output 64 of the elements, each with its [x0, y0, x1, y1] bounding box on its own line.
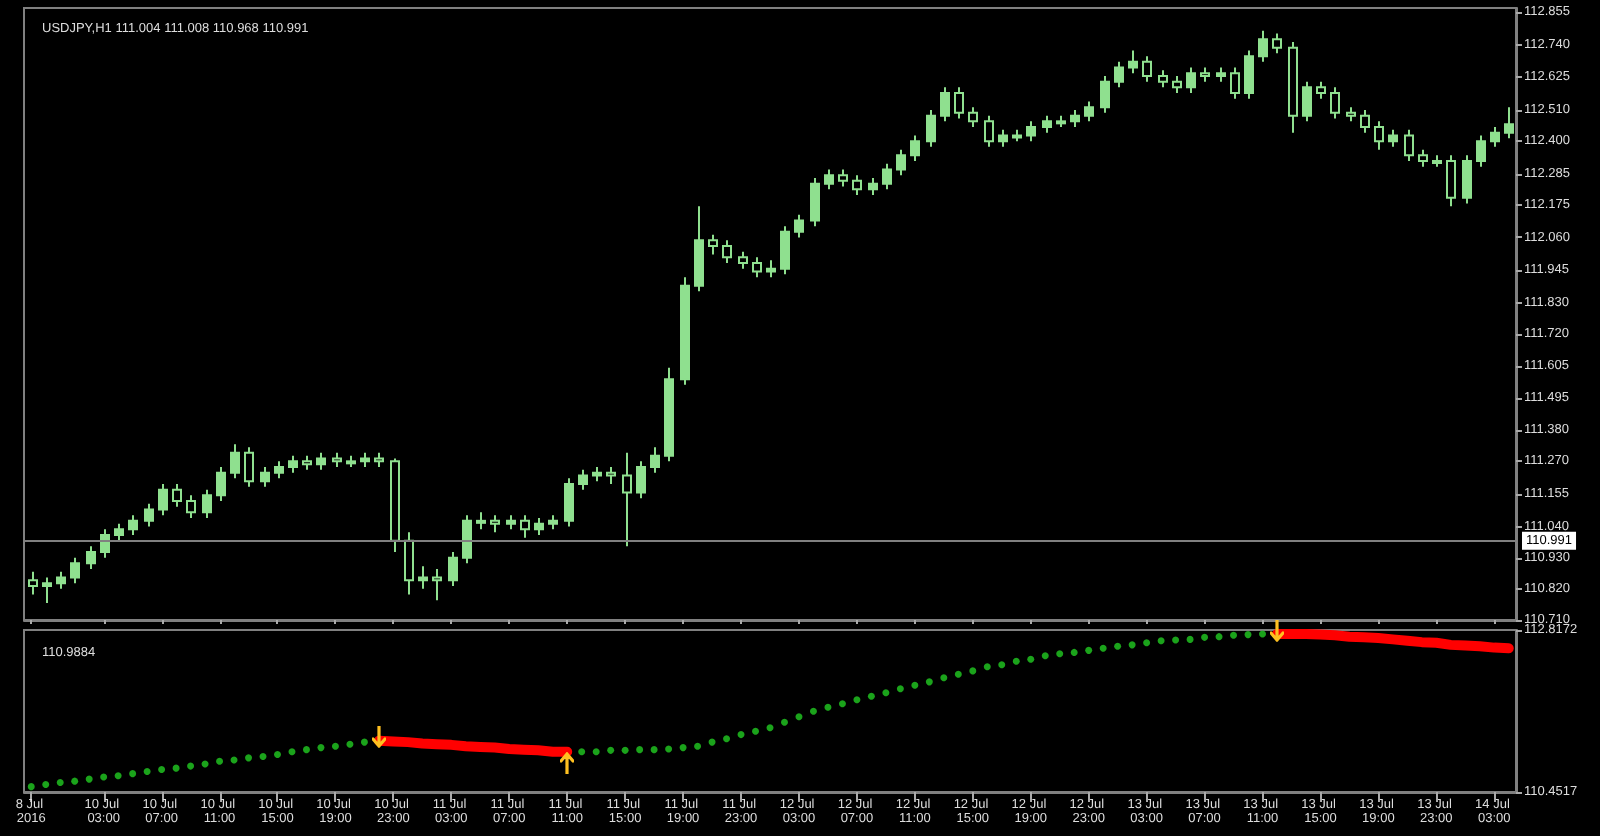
candlestick: [260, 466, 270, 488]
candlestick: [780, 225, 790, 276]
candlestick: [520, 514, 530, 539]
candlestick: [186, 494, 196, 519]
candlestick: [1446, 154, 1456, 208]
candlestick: [1186, 66, 1196, 94]
candlestick: [968, 106, 978, 128]
candlestick: [722, 239, 732, 264]
candlestick: [852, 174, 862, 196]
candlestick: [1504, 106, 1514, 140]
candlestick: [1462, 154, 1472, 205]
candlestick: [230, 443, 240, 480]
candlestick: [1230, 66, 1240, 100]
candlestick: [694, 205, 704, 293]
candlestick: [1258, 29, 1268, 63]
candlestick: [954, 86, 964, 120]
candlestick: [404, 531, 414, 596]
candlestick: [564, 477, 574, 528]
candlestick: [86, 545, 96, 570]
candlestick: [172, 483, 182, 508]
candlestick: [882, 162, 892, 191]
candlestick: [1100, 75, 1110, 114]
candlestick: [42, 576, 52, 604]
candlestick: [100, 528, 110, 559]
candlestick: [462, 514, 472, 565]
candlestick: [1330, 86, 1340, 120]
candlestick: [1128, 49, 1138, 75]
candlestick: [1142, 55, 1152, 83]
candlestick: [1490, 126, 1500, 148]
candlestick: [1360, 109, 1370, 134]
candlestick: [578, 468, 588, 491]
candlestick: [910, 134, 920, 162]
candlestick: [70, 556, 80, 585]
candlestick: [1244, 49, 1254, 100]
candlestick: [708, 233, 718, 256]
candlestick: [984, 114, 994, 148]
candlestick: [216, 466, 226, 502]
candlestick: [1084, 100, 1094, 123]
candlestick: [432, 568, 442, 602]
candlestick: [158, 483, 168, 517]
candlestick: [940, 86, 950, 123]
candlestick: [636, 460, 646, 500]
candlestick: [202, 488, 212, 519]
candlestick: [650, 446, 660, 474]
candlestick: [418, 565, 428, 590]
candlestick: [622, 451, 632, 548]
candlestick: [1026, 120, 1036, 143]
candlestick: [28, 570, 38, 596]
candlestick: [1374, 120, 1384, 151]
candlestick: [896, 148, 906, 177]
candlestick: [794, 213, 804, 239]
candlestick: [810, 177, 820, 228]
candlestick: [448, 551, 458, 587]
candlestick: [926, 109, 936, 148]
candlestick: [1404, 128, 1414, 162]
candlestick: [1302, 80, 1312, 123]
candlestick: [752, 256, 762, 279]
candlestick: [824, 168, 834, 191]
candlestick: [144, 502, 154, 528]
candlestick: [244, 446, 254, 488]
candlestick: [1114, 60, 1124, 89]
candlestick: [128, 514, 138, 536]
candlestick: [1476, 134, 1486, 168]
candlestick: [1272, 32, 1282, 55]
